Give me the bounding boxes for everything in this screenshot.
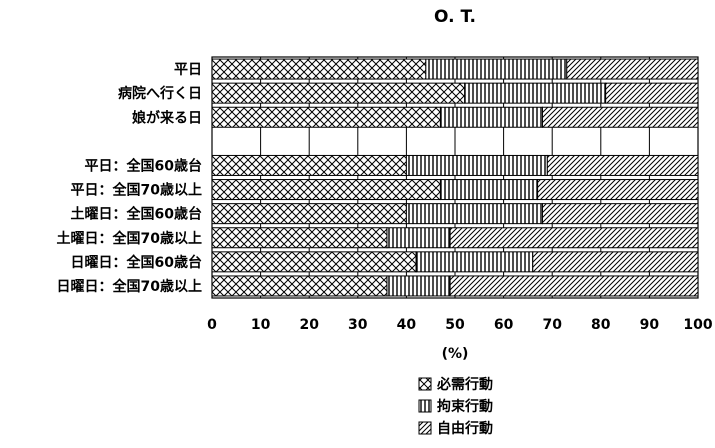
x-tick-label: 40 — [397, 317, 417, 333]
category-label: 病院へ行く日 — [118, 85, 202, 102]
x-axis-label: (%) — [442, 346, 469, 362]
bar-segment — [211, 106, 441, 128]
bar-segment — [464, 82, 607, 104]
bar-segment — [415, 251, 534, 273]
x-tick-label: 0 — [207, 317, 217, 333]
category-label: 土曜日：全国70歳以上 — [57, 230, 202, 247]
bar-segment — [537, 179, 699, 201]
legend-label: 必需行動 — [436, 376, 493, 393]
bar-segment — [541, 203, 699, 225]
bar-segment — [541, 106, 699, 128]
bar-segment — [211, 179, 441, 201]
bar-segment — [546, 154, 699, 176]
category-label: 日曜日：全国60歳台 — [71, 254, 202, 271]
bar-segment — [405, 154, 548, 176]
bar-segment — [211, 82, 466, 104]
x-tick-label: 70 — [542, 317, 562, 333]
category-label: 平日：全国60歳台 — [85, 157, 202, 174]
bar-segment — [449, 227, 699, 249]
legend-swatch — [418, 377, 432, 391]
x-tick-labels: 0 10 20 30 40 50 60 70 80 90 100 — [207, 317, 713, 333]
x-tick-label: 10 — [251, 317, 271, 333]
x-tick-label: 20 — [299, 317, 319, 333]
category-label: 平日：全国70歳以上 — [71, 182, 202, 199]
category-label: 娘が来る日 — [132, 109, 202, 126]
bar-segment — [211, 251, 417, 273]
legend-label: 拘束行動 — [437, 398, 493, 415]
chart-title: O. T. — [434, 7, 476, 27]
legend-label: 自由行動 — [437, 420, 493, 437]
category-label: 土曜日：全国60歳台 — [71, 206, 202, 223]
bar-segment — [449, 275, 699, 297]
bar-segment — [439, 106, 543, 128]
x-tick-label: 90 — [640, 317, 660, 333]
bar-segment — [605, 82, 699, 104]
bar-segment — [425, 58, 568, 80]
x-tick-label: 50 — [445, 317, 465, 333]
bar-segment — [211, 227, 388, 249]
x-tick-label: 60 — [494, 317, 514, 333]
x-tick-label: 30 — [348, 317, 368, 333]
legend-swatch — [418, 399, 432, 413]
bar-segment — [211, 58, 427, 80]
bar-segment — [386, 227, 451, 249]
bar-segment — [439, 179, 539, 201]
category-label: 平日 — [174, 62, 202, 78]
bar-segment — [566, 58, 699, 80]
plot-area — [211, 56, 699, 299]
bar-segment — [532, 251, 699, 273]
bar-segment — [405, 203, 543, 225]
bar-segment — [386, 275, 451, 297]
bar-segment — [211, 203, 407, 225]
bar-segment — [211, 154, 407, 176]
x-tick-label: 100 — [683, 317, 712, 333]
category-labels: 平日病院へ行く日娘が来る日平日：全国60歳台平日：全国70歳以上土曜日：全国60… — [57, 62, 202, 295]
x-tick-label: 80 — [591, 317, 611, 333]
category-label: 日曜日：全国70歳以上 — [57, 278, 202, 295]
legend-swatch — [418, 421, 432, 435]
bar-segment — [211, 275, 388, 297]
